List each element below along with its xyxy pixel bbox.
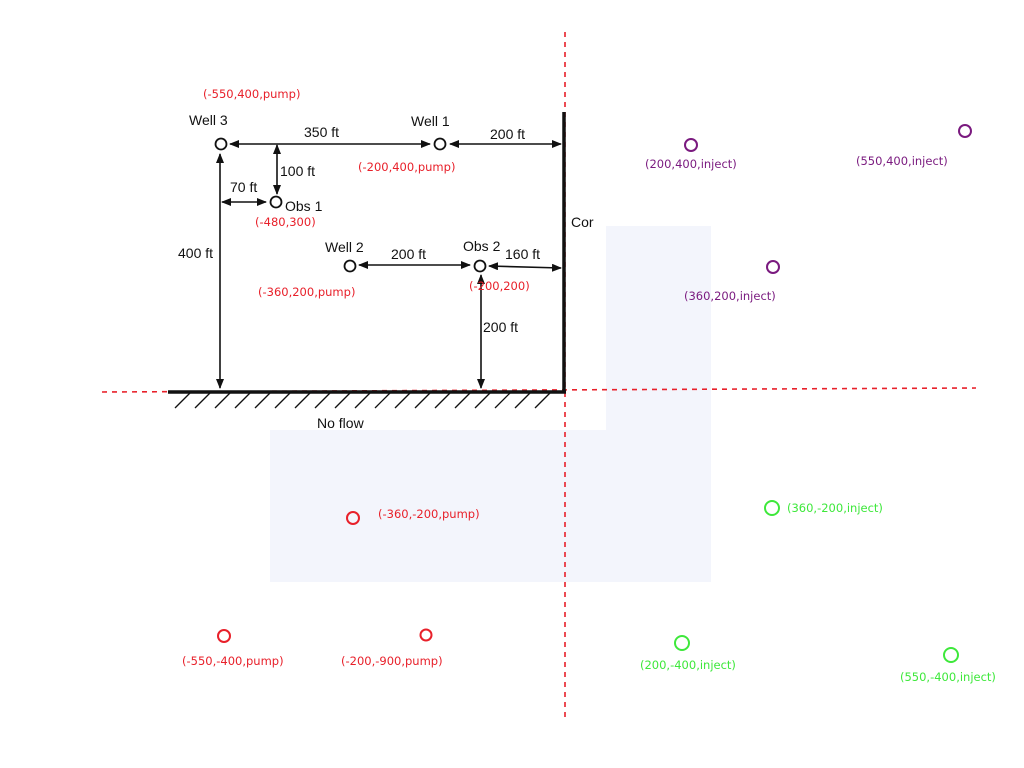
- no-flow-hatching: [174, 392, 551, 409]
- coord-obs1: (-480,300): [255, 215, 316, 229]
- coord-img-360-m200: (360,-200,inject): [787, 501, 883, 515]
- image-well-m550-m400: [217, 629, 231, 643]
- dim-70ft-label: 70 ft: [230, 179, 257, 195]
- shaded-region: [270, 226, 711, 582]
- coord-img-200-m400: (200,-400,inject): [640, 658, 736, 672]
- coord-well1: (-200,400,pump): [358, 160, 455, 174]
- dim-200ft-mid-label: 200 ft: [391, 246, 426, 262]
- arrow-160ft: [488, 262, 562, 272]
- coord-img-360-200: (360,200,inject): [684, 289, 776, 303]
- dim-200ft-top-label: 200 ft: [490, 126, 525, 142]
- image-well-550-400: [958, 124, 972, 138]
- obs1-marker: [269, 195, 283, 209]
- image-well-m200-m900: [419, 628, 433, 642]
- dim-100ft-label: 100 ft: [280, 163, 315, 179]
- coord-obs2: (-200,200): [469, 279, 530, 293]
- image-well-200-400: [684, 138, 698, 152]
- dimension-arrows: [216, 140, 562, 389]
- well3-label: Well 3: [189, 112, 228, 128]
- coord-img-m200-m900: (-200,-900,pump): [341, 654, 443, 668]
- obs1-label: Obs 1: [285, 198, 323, 214]
- image-wells: [217, 124, 972, 663]
- coord-img-550-m400: (550,-400,inject): [900, 670, 996, 684]
- real-wells: [214, 137, 487, 273]
- well1-label: Well 1: [411, 113, 450, 129]
- corner-label: Cor: [571, 214, 594, 230]
- dim-200ft-vert-label: 200 ft: [483, 319, 518, 335]
- coord-well2: (-360,200,pump): [258, 285, 355, 299]
- coord-img-m550-m400: (-550,-400,pump): [182, 654, 284, 668]
- image-well-200-m400: [674, 635, 690, 651]
- coord-img-550-400: (550,400,inject): [856, 154, 948, 168]
- image-well-550-m400: [943, 647, 959, 663]
- well1-marker: [433, 137, 447, 151]
- dim-400ft-label: 400 ft: [178, 245, 213, 261]
- coord-img-m360-m200: (-360,-200,pump): [378, 507, 480, 521]
- well2-label: Well 2: [325, 239, 364, 255]
- coord-img-200-400: (200,400,inject): [645, 157, 737, 171]
- no-flow-label: No flow: [317, 415, 365, 431]
- dim-160ft-label: 160 ft: [505, 246, 540, 262]
- image-well-360-200: [766, 260, 780, 274]
- image-well-m360-m200: [346, 511, 360, 525]
- obs2-label: Obs 2: [463, 238, 501, 254]
- image-well-360-m200: [764, 500, 780, 516]
- well2-marker: [343, 259, 357, 273]
- obs2-marker: [473, 259, 487, 273]
- well3-marker: [214, 137, 228, 151]
- coord-well3: (-550,400,pump): [203, 87, 300, 101]
- dim-350ft-label: 350 ft: [304, 124, 339, 140]
